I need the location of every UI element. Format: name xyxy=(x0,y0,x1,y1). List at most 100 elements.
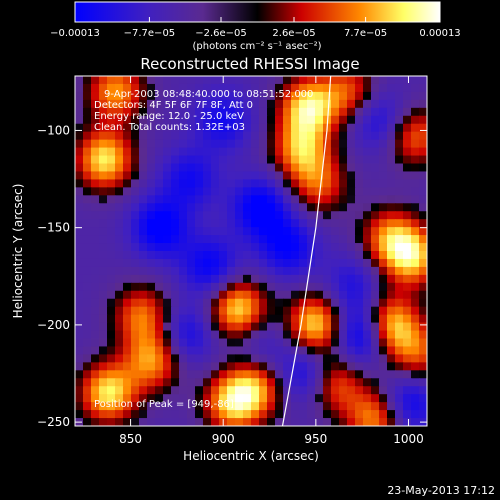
heatmap-cell xyxy=(219,402,228,411)
heatmap-cell xyxy=(419,99,427,109)
heatmap-cell xyxy=(187,370,196,379)
heatmap-cell xyxy=(195,274,204,284)
heatmap-cell xyxy=(259,378,268,387)
heatmap-cell xyxy=(219,131,228,141)
heatmap-cell xyxy=(179,322,188,332)
heatmap-cell xyxy=(315,83,324,93)
heatmap-cell xyxy=(203,370,212,379)
heatmap-cell xyxy=(299,243,308,252)
heatmap-cell xyxy=(387,187,396,196)
heatmap-cell xyxy=(131,354,140,363)
heatmap-cell xyxy=(411,163,420,173)
heatmap-cell xyxy=(219,266,228,276)
heatmap-cell xyxy=(419,195,427,204)
heatmap-cell xyxy=(187,83,196,93)
heatmap-cell xyxy=(387,322,396,332)
heatmap-cell xyxy=(235,139,244,149)
heatmap-cell xyxy=(323,394,332,403)
heatmap-cell xyxy=(91,322,100,332)
heatmap-cell xyxy=(371,251,380,260)
heatmap-cell xyxy=(379,394,388,403)
heatmap-cell xyxy=(211,203,220,212)
heatmap-cell xyxy=(403,410,412,419)
heatmap-cell xyxy=(275,179,284,188)
heatmap-cell xyxy=(155,394,164,403)
heatmap-cell xyxy=(171,203,180,212)
heatmap-cell xyxy=(387,235,396,244)
heatmap-cell xyxy=(347,227,356,236)
colorbar-tick-label: −2.6e−05 xyxy=(195,28,247,39)
heatmap-cell xyxy=(395,338,404,348)
heatmap-cell xyxy=(123,322,132,332)
heatmap-cell xyxy=(91,354,100,363)
heatmap-cell xyxy=(419,386,427,395)
heatmap-cell xyxy=(299,99,308,109)
heatmap-cell xyxy=(259,211,268,220)
heatmap-cell xyxy=(211,306,220,316)
heatmap-cell xyxy=(211,227,220,236)
heatmap-cell xyxy=(203,171,212,180)
heatmap-cell xyxy=(291,203,300,212)
heatmap-cell xyxy=(251,274,260,284)
heatmap-cell xyxy=(371,243,380,252)
heatmap-cell xyxy=(155,386,164,395)
heatmap-cell xyxy=(323,418,332,426)
heatmap-cell xyxy=(75,314,84,324)
heatmap-cell xyxy=(259,163,268,173)
heatmap-cell xyxy=(291,418,300,426)
heatmap-cell xyxy=(147,274,156,284)
heatmap-cell xyxy=(355,243,364,252)
heatmap-cell xyxy=(291,266,300,276)
heatmap-cell xyxy=(259,123,268,133)
heatmap-cell xyxy=(155,115,164,125)
heatmap-cell xyxy=(347,163,356,173)
heatmap-cell xyxy=(307,187,316,196)
heatmap-cell xyxy=(419,274,427,284)
heatmap-cell xyxy=(123,195,132,204)
heatmap-cell xyxy=(371,131,380,141)
heatmap-cell xyxy=(83,306,92,316)
heatmap-cell xyxy=(291,139,300,149)
heatmap-cell xyxy=(227,155,236,165)
heatmap-cell xyxy=(227,83,236,93)
heatmap-cell xyxy=(259,83,268,93)
heatmap-cell xyxy=(75,115,84,125)
heatmap-cell xyxy=(387,274,396,284)
heatmap-cell xyxy=(283,163,292,173)
heatmap-cell xyxy=(227,282,236,292)
heatmap-cell xyxy=(259,402,268,411)
heatmap-cell xyxy=(163,76,172,85)
heatmap-cell xyxy=(91,147,100,157)
heatmap-cell xyxy=(387,314,396,324)
heatmap-cell xyxy=(203,394,212,403)
heatmap-cell xyxy=(179,330,188,340)
heatmap-cell xyxy=(155,203,164,212)
heatmap-cell xyxy=(179,195,188,204)
heatmap-cell xyxy=(355,227,364,236)
heatmap-cell xyxy=(107,338,116,348)
heatmap-cell xyxy=(275,76,284,85)
heatmap-cell xyxy=(331,107,340,117)
heatmap-cell xyxy=(243,227,252,236)
heatmap-cell xyxy=(339,418,348,426)
heatmap-cell xyxy=(123,354,132,363)
heatmap-cell xyxy=(147,203,156,212)
heatmap-cell xyxy=(347,99,356,109)
heatmap-cell xyxy=(403,338,412,348)
heatmap-cell xyxy=(115,378,124,387)
heatmap-cell xyxy=(163,107,172,117)
heatmap-cell xyxy=(379,386,388,395)
heatmap-cell xyxy=(131,314,140,324)
heatmap-cell xyxy=(291,123,300,133)
heatmap-cell xyxy=(99,410,108,419)
heatmap-cell xyxy=(235,386,244,395)
heatmap-cell xyxy=(267,322,276,332)
heatmap-cell xyxy=(163,258,172,268)
heatmap-cell xyxy=(195,354,204,363)
heatmap-cell xyxy=(123,131,132,141)
heatmap-cell xyxy=(259,99,268,109)
heatmap-cell xyxy=(123,338,132,348)
heatmap-cell xyxy=(419,266,427,276)
heatmap-cell xyxy=(243,99,252,109)
heatmap-cell xyxy=(355,298,364,308)
